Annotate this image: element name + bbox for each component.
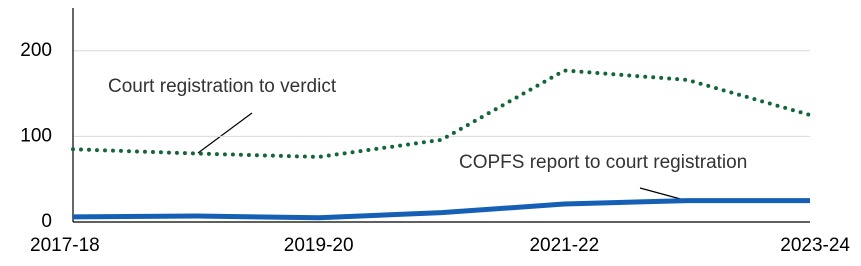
y-tick-label: 0 <box>41 211 52 232</box>
series-label: Court registration to verdict <box>108 76 337 97</box>
annotation-leader <box>197 112 253 154</box>
x-tick-label: 2021-22 <box>529 235 599 256</box>
series-label: COPFS report to court registration <box>459 152 747 173</box>
y-tick-label: 200 <box>20 40 52 61</box>
x-tick-label: 2017-18 <box>30 235 100 256</box>
x-tick-label: 2019-20 <box>284 235 354 256</box>
y-tick-label: 100 <box>20 125 52 146</box>
series-line <box>71 68 812 159</box>
series-line <box>72 198 810 221</box>
x-tick-label: 2023-24 <box>780 235 850 256</box>
